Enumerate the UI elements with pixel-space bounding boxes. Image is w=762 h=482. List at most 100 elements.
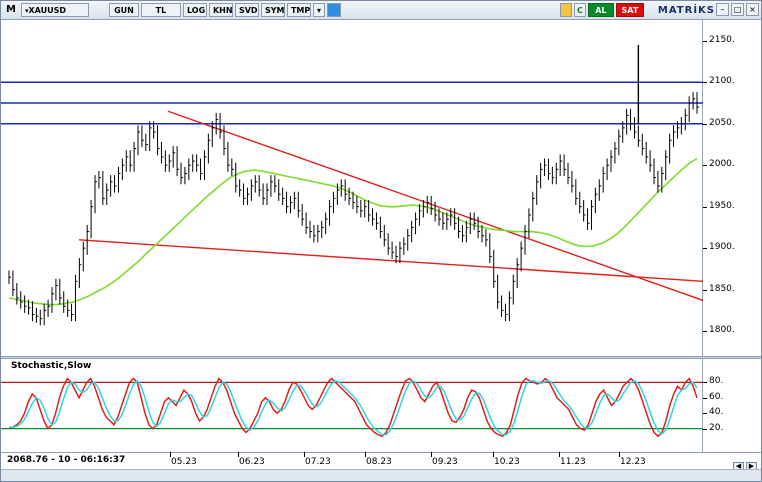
price-bar — [125, 150, 129, 172]
price-bar — [391, 241, 395, 259]
date-tick — [365, 452, 366, 457]
price-bar — [606, 158, 610, 181]
price-tick — [703, 40, 707, 42]
maximize-icon[interactable]: □ — [731, 3, 744, 16]
price-bar — [528, 208, 531, 239]
price-bar — [352, 191, 355, 210]
price-bar — [82, 241, 86, 272]
price-bar — [551, 166, 555, 185]
price-bar — [555, 162, 559, 185]
price-bar — [633, 117, 637, 139]
svd-button[interactable]: SVD — [234, 3, 259, 17]
buy-button[interactable]: AL — [587, 3, 614, 17]
price-bar — [547, 158, 551, 181]
price-tick-label: 1900. — [709, 242, 735, 253]
price-bar — [329, 200, 332, 226]
khn-button[interactable]: KHN — [208, 3, 233, 17]
price-bar — [481, 224, 484, 243]
price-bar — [403, 237, 406, 255]
price-bar — [598, 179, 602, 201]
sym-button[interactable]: SYM — [260, 3, 285, 17]
stoch_k-line — [8, 377, 698, 438]
price-tick-label: 1950. — [709, 200, 735, 211]
horizontal-scrollbar[interactable] — [1, 469, 761, 481]
price-bar — [157, 125, 160, 156]
price-bar — [661, 166, 664, 193]
price-bar — [669, 133, 672, 164]
price-panel[interactable] — [1, 20, 703, 356]
price-bar — [508, 291, 512, 322]
period-button[interactable]: GUN — [108, 3, 139, 17]
price-bar — [649, 150, 653, 172]
menu-button[interactable]: M — [6, 4, 16, 15]
symbol-selector[interactable]: ▾XAUUSD — [20, 3, 89, 17]
date-tick-label: 10.23 — [494, 457, 520, 467]
price-bar — [98, 170, 101, 189]
price-bar — [524, 224, 527, 255]
price-bar — [145, 133, 148, 152]
price-bar — [383, 224, 387, 247]
price-bar — [387, 233, 391, 255]
price-bar — [106, 183, 109, 206]
date-tick-label: 06.23 — [239, 457, 265, 467]
tmp-button[interactable]: TMP — [286, 3, 311, 17]
date-tick-label: 11.23 — [560, 457, 586, 467]
price-bar — [532, 191, 535, 222]
price-bar — [571, 170, 574, 193]
more-dropdown-icon[interactable]: ▾ — [312, 3, 325, 17]
price-bar — [305, 212, 309, 235]
price-bar — [379, 216, 383, 239]
minimize-icon[interactable]: – — [716, 3, 729, 16]
price-bar — [129, 150, 133, 172]
price-bar — [332, 191, 336, 214]
stoch-tick-label: 40. — [709, 407, 724, 418]
price-bar — [618, 129, 621, 156]
price-tick — [703, 331, 707, 333]
price-bar — [356, 195, 359, 214]
date-tick-label: 05.23 — [171, 457, 197, 467]
price-bar — [673, 125, 676, 147]
panel-splitter[interactable] — [1, 356, 761, 359]
price-bar — [465, 220, 469, 243]
price-bar — [102, 170, 105, 206]
stochastic-chart — [1, 377, 703, 438]
stochastic-panel[interactable] — [1, 359, 703, 452]
price-bar — [297, 191, 301, 218]
price-bar — [563, 154, 567, 176]
log-button[interactable]: LOG — [182, 3, 207, 17]
price-bar — [137, 125, 140, 156]
price-bar — [47, 299, 51, 318]
price-bar — [375, 212, 379, 230]
price-bar — [200, 158, 203, 181]
toolbar: M ▾XAUUSD GUN TL LOG KHN SVD SYM TMP ▾ C… — [1, 1, 761, 20]
price-bar — [207, 133, 211, 164]
sell-button[interactable]: SAT — [615, 3, 644, 17]
date-tick — [619, 452, 620, 457]
price-bar — [688, 96, 692, 123]
price-bar — [110, 175, 113, 197]
refresh-icon[interactable]: C — [573, 3, 586, 17]
price-bar — [31, 301, 35, 322]
price-bar — [243, 183, 246, 206]
brand-logo: MATRİKS — [657, 4, 715, 16]
price-bar — [590, 200, 594, 230]
price-bar — [258, 175, 262, 197]
price-bar — [168, 154, 172, 172]
price-bar — [454, 208, 457, 230]
price-bar — [67, 299, 70, 318]
price-tick-label: 2000. — [709, 159, 735, 170]
price-bar — [575, 179, 578, 206]
price-bar — [321, 220, 324, 239]
color-picker-icon[interactable] — [326, 3, 341, 17]
price-bar — [219, 112, 223, 139]
price-bar — [250, 179, 254, 201]
price-bar — [641, 133, 645, 156]
edit-icon[interactable] — [559, 3, 572, 17]
price-bar — [164, 150, 168, 172]
price-bar — [184, 166, 187, 185]
price-bar — [51, 287, 54, 313]
price-bar — [520, 241, 524, 272]
stoch-tick-label: 60. — [709, 391, 724, 402]
currency-button[interactable]: TL — [140, 3, 181, 17]
close-icon[interactable]: × — [746, 3, 759, 16]
